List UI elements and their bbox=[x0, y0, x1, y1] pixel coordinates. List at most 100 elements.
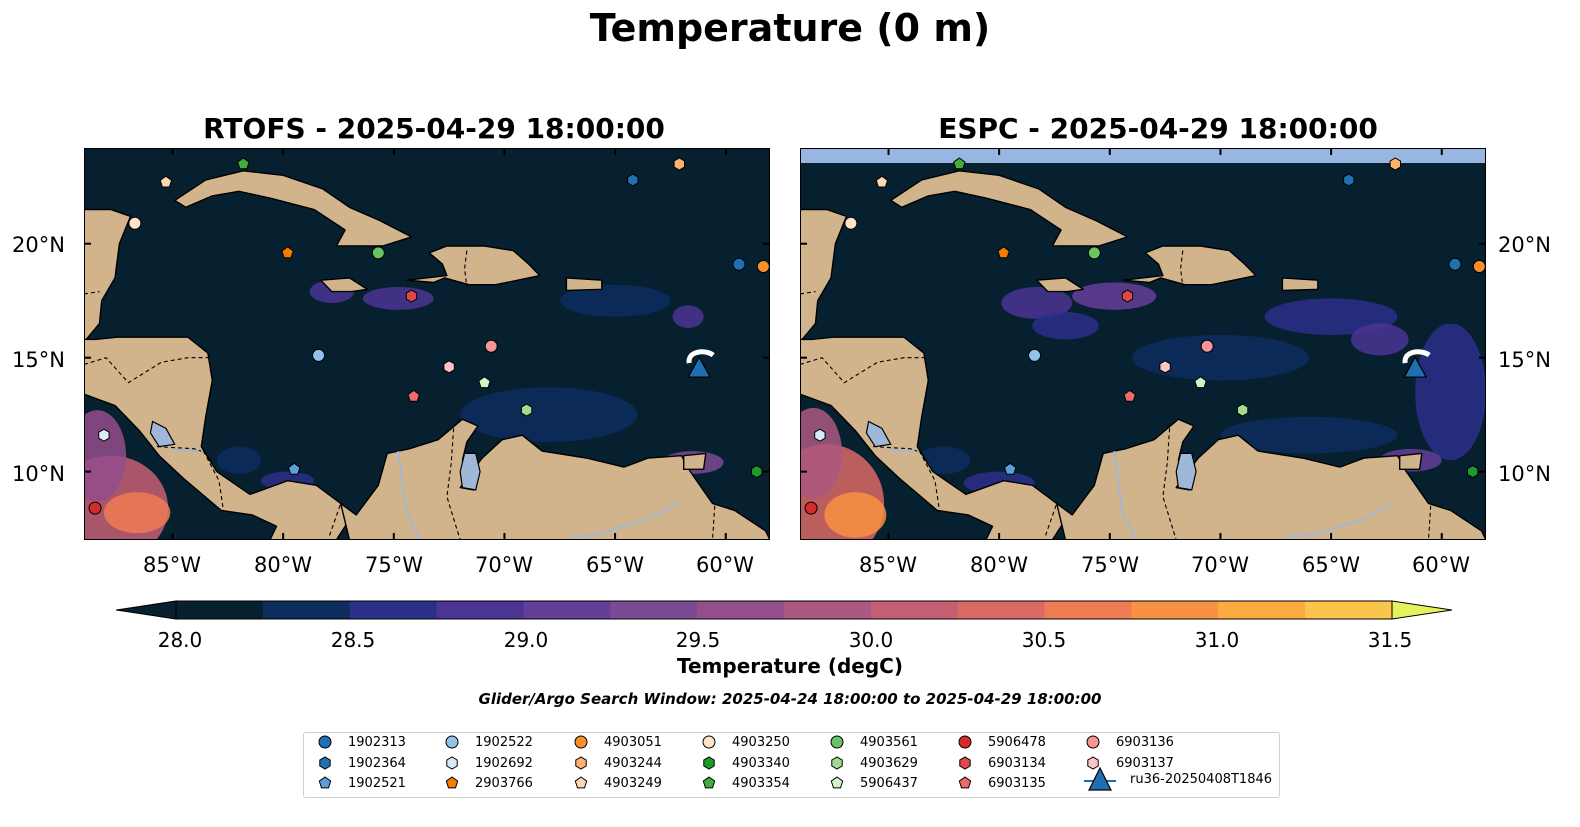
legend-item: 5906437 bbox=[828, 773, 918, 793]
country-border bbox=[84, 357, 211, 384]
legend-label: 4903250 bbox=[732, 734, 790, 750]
land-trinidad bbox=[683, 452, 707, 470]
sst-warm-patch bbox=[800, 407, 843, 499]
legend-marker-icon bbox=[958, 735, 972, 749]
land-hispaniola bbox=[406, 245, 541, 286]
float-marker-6903135 bbox=[1123, 389, 1136, 402]
float-marker-1902364 bbox=[1343, 173, 1355, 187]
legend-shape bbox=[959, 756, 971, 770]
sst-warm-patch bbox=[1072, 282, 1157, 310]
map-frame bbox=[84, 148, 770, 540]
legend-marker-icon bbox=[1086, 735, 1100, 749]
lon-tick-label-right: 60°W bbox=[1412, 553, 1470, 577]
land-hispaniola bbox=[1122, 245, 1257, 286]
float-marker-5906478 bbox=[804, 501, 818, 515]
float-marker-1902521 bbox=[287, 462, 301, 475]
legend-shape bbox=[574, 735, 588, 749]
float-marker-1902313 bbox=[732, 257, 746, 271]
country-border bbox=[1045, 503, 1058, 536]
colorbar-extend-high bbox=[1391, 600, 1452, 620]
land-centralamerica bbox=[800, 336, 1067, 540]
legend-item: 2903766 bbox=[443, 773, 533, 793]
legend-label: 4903244 bbox=[604, 755, 662, 771]
legend-item: 4903051 bbox=[572, 732, 662, 752]
float-marker-4903051 bbox=[756, 260, 770, 274]
legend-item: 4903629 bbox=[828, 753, 918, 773]
legend-label: 1902364 bbox=[348, 755, 406, 771]
country-border bbox=[329, 503, 342, 536]
colorbar-frame bbox=[175, 600, 1393, 620]
colorbar-segment bbox=[784, 601, 872, 619]
legend-marker-icon bbox=[959, 756, 971, 770]
lake-nicaragua bbox=[149, 420, 176, 448]
sst-warm-patch bbox=[1131, 334, 1309, 381]
country-border bbox=[800, 291, 816, 295]
lat-tick-label-left: 20°N bbox=[12, 233, 65, 257]
country-border bbox=[84, 291, 100, 295]
float-marker-2903766 bbox=[281, 246, 294, 259]
colorbar-segment bbox=[176, 601, 264, 619]
legend-shape bbox=[831, 756, 843, 770]
colorbar-tick-label: 30.5 bbox=[1021, 628, 1067, 652]
legend-item: 6903134 bbox=[956, 753, 1046, 773]
legend-label: 6903136 bbox=[1116, 734, 1174, 750]
legend-marker-icon bbox=[446, 756, 458, 770]
float-marker-4903561 bbox=[1087, 246, 1101, 260]
legend-label: 1902521 bbox=[348, 775, 406, 791]
colorbar-segment bbox=[697, 601, 785, 619]
colorbar-segment bbox=[1305, 601, 1393, 619]
river bbox=[1286, 502, 1394, 539]
legend-label: 5906437 bbox=[860, 775, 918, 791]
sst-warm-patch bbox=[1032, 312, 1099, 340]
no-data-band bbox=[800, 148, 1486, 163]
colorbar-segment bbox=[349, 601, 438, 619]
lat-tick-label-right: 15°N bbox=[1498, 348, 1551, 372]
legend-item: 4903250 bbox=[700, 732, 790, 752]
float-marker-1902522 bbox=[1028, 348, 1042, 362]
legend-marker-icon bbox=[318, 735, 332, 749]
land-cuba bbox=[173, 170, 413, 247]
float-marker-1902692 bbox=[814, 428, 826, 442]
panel-title-rtofs: RTOFS - 2025-04-29 18:00:00 bbox=[203, 112, 665, 145]
float-marker-4903354 bbox=[953, 157, 966, 170]
lon-tick-label-left: 75°W bbox=[365, 553, 423, 577]
map-panel-espc bbox=[800, 148, 1486, 540]
legend-marker-icon bbox=[574, 776, 588, 789]
float-marker-4903250 bbox=[128, 216, 142, 230]
lat-tick-label-left: 15°N bbox=[12, 348, 65, 372]
colorbar-segment bbox=[610, 601, 698, 619]
float-marker-4903244 bbox=[673, 157, 685, 171]
colorbar-tick-label: 31.5 bbox=[1367, 628, 1413, 652]
colorbar-tick-label: 30.0 bbox=[848, 628, 894, 652]
legend-marker-icon bbox=[958, 776, 972, 789]
colorbar-segment bbox=[262, 601, 351, 619]
float-marker-4903244 bbox=[1389, 157, 1401, 171]
sst-warm-patch bbox=[216, 446, 262, 474]
legend-item: ru36-20250408T1846 bbox=[1084, 766, 1272, 791]
colorbar-segment bbox=[870, 601, 959, 619]
float-marker-1902692 bbox=[98, 428, 110, 442]
legend-item: 4903340 bbox=[700, 753, 790, 773]
colorbar-tick-label: 31.0 bbox=[1194, 628, 1240, 652]
legend-marker-icon bbox=[318, 776, 332, 789]
float-marker-6903134 bbox=[1121, 289, 1134, 303]
legend-marker-icon bbox=[830, 776, 844, 789]
land-puertorico bbox=[565, 277, 603, 292]
lon-tick-label-right: 65°W bbox=[1302, 553, 1360, 577]
river bbox=[570, 502, 678, 539]
legend-label: 1902313 bbox=[348, 734, 406, 750]
sst-warm-patch bbox=[460, 387, 638, 442]
search-window-text: Glider/Argo Search Window: 2025-04-24 18… bbox=[478, 690, 1102, 708]
lat-tick-label-left: 10°N bbox=[12, 462, 65, 486]
legend-item: 6903137 bbox=[1084, 753, 1174, 773]
legend-shape bbox=[575, 756, 587, 770]
colorbar-segment bbox=[957, 601, 1046, 619]
lon-tick-label-right: 85°W bbox=[859, 553, 917, 577]
panel-title-espc: ESPC - 2025-04-29 18:00:00 bbox=[938, 112, 1378, 145]
legend-shape bbox=[958, 735, 972, 749]
country-border bbox=[156, 446, 202, 452]
country-border bbox=[464, 250, 468, 288]
float-marker-4903250 bbox=[844, 216, 858, 230]
legend-label: 4903561 bbox=[860, 734, 918, 750]
float-marker-1902521 bbox=[1003, 462, 1017, 475]
